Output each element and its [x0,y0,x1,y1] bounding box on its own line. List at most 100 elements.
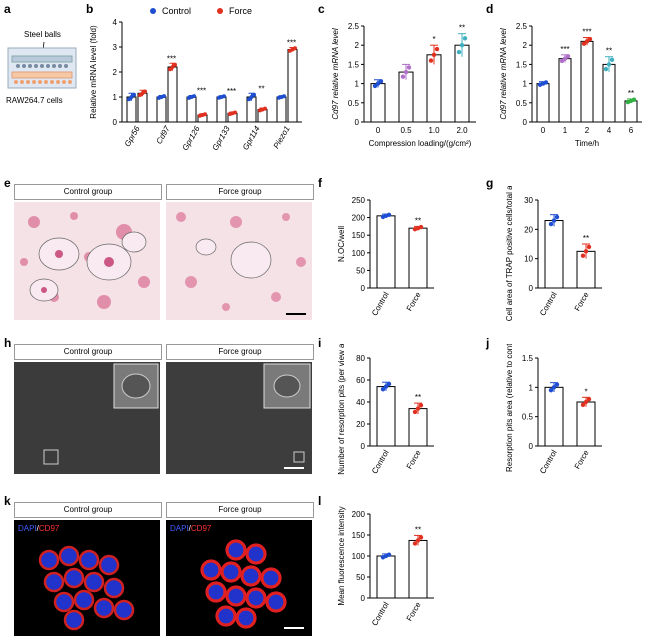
x-tick-label: Gpr114 [241,124,262,152]
data-point [372,83,378,89]
y-tick-label: 0 [529,442,534,451]
y-tick-label: 0 [355,118,360,127]
bar [580,40,594,123]
y-tick-label: 0.5 [348,99,360,108]
y-axis-label: Cell area of TRAP positive cells/total a… [505,186,514,321]
data-point [252,92,256,97]
data-point [631,97,637,102]
x-tick-label: 4 [607,126,612,135]
bar [544,220,564,289]
y-tick-label: 20 [524,225,533,234]
data-point [143,89,147,94]
y-tick-label: 3 [113,43,118,52]
data-point [233,110,237,115]
significance-label: *** [197,87,206,96]
bar [536,83,550,123]
data-point [551,218,557,223]
significance-label: *** [560,45,569,54]
y-tick-label: 2.5 [348,22,360,31]
y-tick-label: 150 [352,531,366,540]
x-tick-label: Control [370,600,391,627]
data-point [418,224,424,230]
data-point [415,538,421,543]
panel-h-letter: h [4,336,12,350]
data-point [580,402,586,408]
x-axis-label: Compression loading/(g/cm²) [369,139,472,148]
y-axis-label: Resorption pits area (relative to contro… [505,344,514,472]
x-tick-label: Control [370,448,391,475]
y-tick-label: 200 [352,214,366,223]
x-tick-label: Gpr56 [123,124,142,148]
significance-label: *** [227,87,236,96]
significance-label: *** [582,28,591,37]
y-axis-label: N.OC/well [337,226,346,262]
y-tick-label: 0 [361,284,366,293]
x-tick-label: Force [405,290,423,313]
panel-c-letter: c [318,2,325,16]
y-axis-label: Mean fluorescence intensity [337,506,346,605]
y-tick-label: 10 [524,255,533,264]
y-tick-label: 1 [355,80,360,89]
significance-label: ** [415,393,421,402]
x-tick-label: Gpr133 [211,124,232,152]
significance-label: ** [606,47,612,56]
data-point [375,81,381,86]
k-force-image: DAPI/CD97 [166,520,312,636]
y-tick-label: 150 [352,231,366,240]
data-point [282,94,286,99]
bar-control [276,96,287,123]
data-point [583,399,589,405]
bar [558,58,572,123]
k-control-image: DAPI/CD97 [14,520,160,636]
h-force-sem [166,362,312,474]
y-tick-label: 1.5 [522,354,534,363]
data-point [192,94,196,99]
x-tick-label: 2.0 [456,126,468,135]
data-point [380,387,386,392]
y-tick-label: 200 [352,510,366,519]
data-point [459,43,465,48]
data-point [586,396,592,402]
well-diagram [7,42,77,89]
y-tick-label: 0 [523,118,528,127]
panel-a-schematic: Steel balls RAW264.7 cells [4,30,82,120]
data-point [222,94,226,99]
y-tick-label: 1 [529,383,534,392]
x-tick-label: Force [405,600,423,623]
y-tick-label: 0 [113,118,118,127]
data-point [584,39,590,44]
h-control-image [14,362,160,474]
bar [408,408,428,447]
significance-label: ** [415,525,421,534]
x-tick-label: 0 [376,126,381,135]
legend-control: Control [150,6,191,16]
x-tick-label: Control [370,290,391,317]
y-tick-label: 80 [356,354,365,363]
data-point [386,212,392,217]
y-tick-label: 50 [356,573,365,582]
e-control-stain [14,202,160,320]
y-tick-label: 100 [352,552,366,561]
h-control-sem [14,362,160,474]
legend-control-dot [150,8,156,14]
x-tick-label: 2 [585,126,590,135]
data-point [586,244,592,250]
x-tick-label: Gpr126 [181,124,202,152]
data-point [412,541,418,546]
y-tick-label: 60 [356,376,365,385]
data-point [603,66,609,72]
raw-cells-label: RAW264.7 cells [6,96,63,105]
k-control-cells [38,545,135,631]
significance-label: *** [287,39,296,48]
x-axis-label: Time/h [575,139,599,148]
data-point [609,57,615,62]
data-point [400,74,406,79]
panel-f-letter: f [318,176,322,190]
data-point [543,80,549,85]
bar [624,100,638,123]
data-point [587,36,593,42]
x-tick-label: Control [538,290,559,317]
significance-label: * [584,387,587,396]
chart-f: 0 50 100 150 200 250 N.OC/well Control ** Force [337,196,434,317]
x-tick-label: Force [573,448,591,471]
